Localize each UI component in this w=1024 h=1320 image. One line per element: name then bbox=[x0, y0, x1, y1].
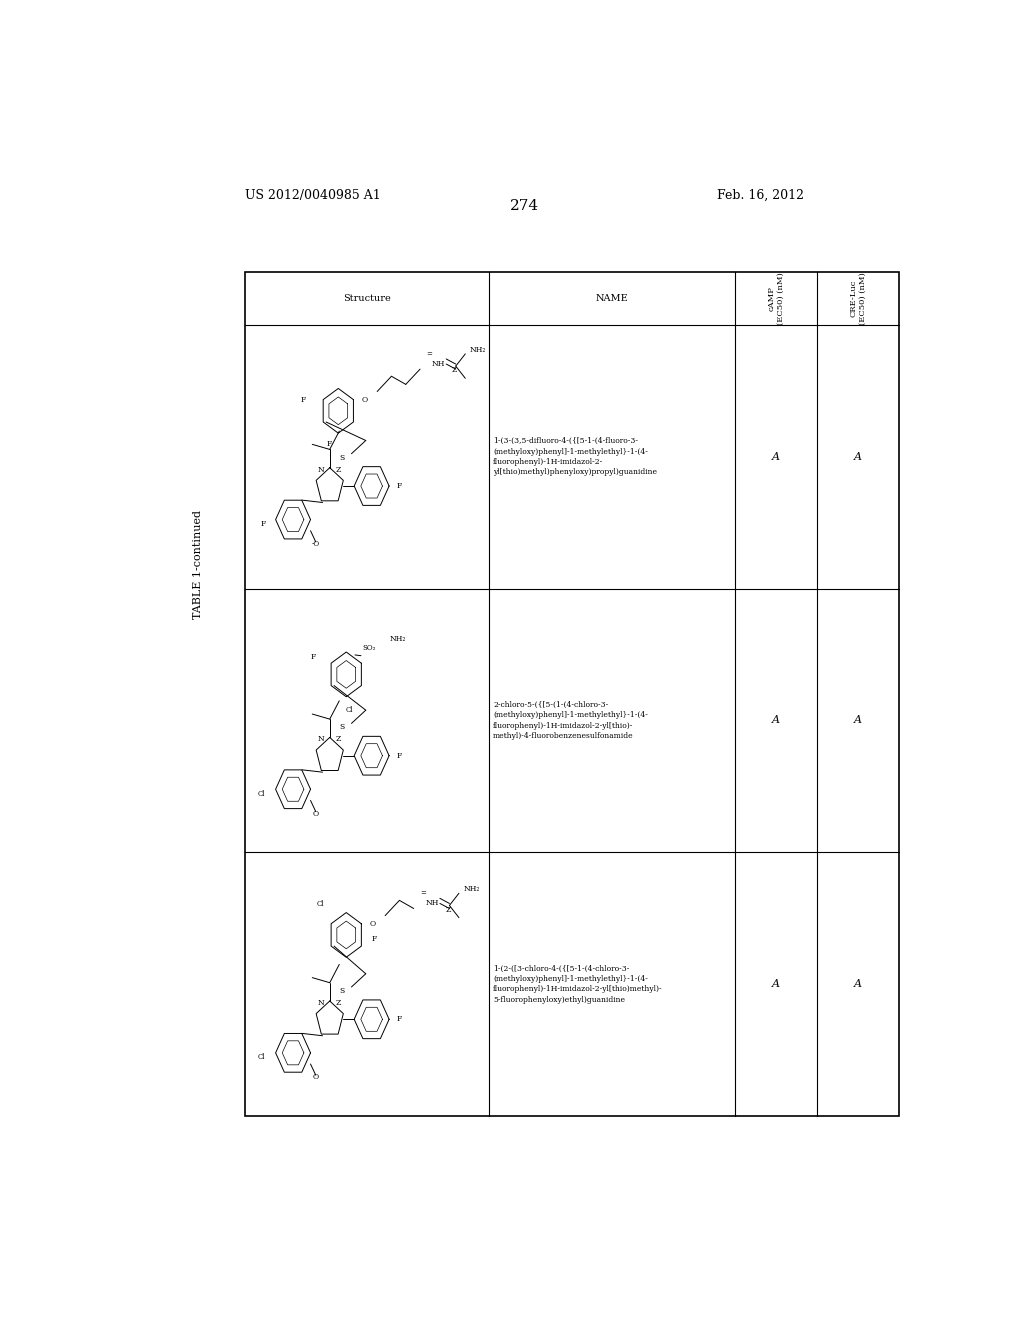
Bar bbox=[246, 272, 899, 1115]
Text: SO₂: SO₂ bbox=[362, 644, 376, 652]
Text: F: F bbox=[327, 441, 332, 449]
Text: Z: Z bbox=[336, 735, 341, 743]
Text: -O: -O bbox=[311, 540, 319, 548]
Text: S: S bbox=[339, 987, 345, 995]
Text: A: A bbox=[854, 979, 862, 989]
Text: Structure: Structure bbox=[343, 294, 391, 304]
Text: NAME: NAME bbox=[596, 294, 629, 304]
Text: US 2012/0040985 A1: US 2012/0040985 A1 bbox=[246, 189, 381, 202]
Text: A: A bbox=[772, 979, 780, 989]
Text: F: F bbox=[261, 520, 266, 528]
Text: F: F bbox=[397, 482, 402, 490]
Text: N: N bbox=[317, 466, 325, 474]
Text: F: F bbox=[397, 1015, 402, 1023]
Text: S: S bbox=[339, 723, 345, 731]
Text: TABLE 1-continued: TABLE 1-continued bbox=[193, 511, 203, 619]
Text: F: F bbox=[372, 936, 377, 944]
Text: O: O bbox=[370, 920, 376, 928]
Text: Cl: Cl bbox=[316, 900, 324, 908]
Text: =: = bbox=[427, 350, 432, 358]
Text: cAMP
(EC50) (nM): cAMP (EC50) (nM) bbox=[767, 272, 784, 325]
Text: Cl: Cl bbox=[346, 706, 353, 714]
Text: Z: Z bbox=[336, 999, 341, 1007]
Text: A: A bbox=[772, 451, 780, 462]
Text: 1-(2-([3-chloro-4-({[5-1-(4-chloro-3-
(methyloxy)phenyl]-1-methylethyl}-1-(4-
fl: 1-(2-([3-chloro-4-({[5-1-(4-chloro-3- (m… bbox=[494, 965, 663, 1003]
Text: F: F bbox=[301, 396, 306, 404]
Text: Z: Z bbox=[452, 366, 457, 374]
Text: NH: NH bbox=[426, 899, 439, 907]
Text: Cl: Cl bbox=[258, 1053, 265, 1061]
Text: Cl: Cl bbox=[258, 789, 265, 797]
Text: CRE-Luc
(EC50) (nM): CRE-Luc (EC50) (nM) bbox=[850, 272, 866, 325]
Text: F: F bbox=[310, 652, 315, 660]
Text: A: A bbox=[854, 715, 862, 726]
Text: NH: NH bbox=[432, 360, 445, 368]
Text: S: S bbox=[339, 454, 345, 462]
Text: F: F bbox=[397, 751, 402, 760]
Text: 274: 274 bbox=[510, 199, 540, 214]
Text: A: A bbox=[854, 451, 862, 462]
Text: =: = bbox=[420, 890, 426, 898]
Text: NH₂: NH₂ bbox=[389, 635, 406, 643]
Text: Z: Z bbox=[445, 906, 451, 913]
Text: O: O bbox=[312, 810, 318, 818]
Text: N: N bbox=[317, 735, 325, 743]
Text: 2-chloro-5-({[5-(1-(4-chloro-3-
(methyloxy)phenyl]-1-methylethyl}-1-(4-
fluoroph: 2-chloro-5-({[5-(1-(4-chloro-3- (methylo… bbox=[494, 701, 648, 741]
Text: O: O bbox=[361, 396, 368, 404]
Text: NH₂: NH₂ bbox=[470, 346, 486, 354]
Text: 1-(3-(3,5-difluoro-4-({[5-1-(4-fluoro-3-
(methyloxy)phenyl]-1-methylethyl}-1-(4-: 1-(3-(3,5-difluoro-4-({[5-1-(4-fluoro-3-… bbox=[494, 437, 657, 477]
Text: A: A bbox=[772, 715, 780, 726]
Text: Z: Z bbox=[336, 466, 341, 474]
Text: Feb. 16, 2012: Feb. 16, 2012 bbox=[717, 189, 804, 202]
Text: O: O bbox=[312, 1073, 318, 1081]
Text: NH₂: NH₂ bbox=[464, 886, 480, 894]
Text: N: N bbox=[317, 999, 325, 1007]
